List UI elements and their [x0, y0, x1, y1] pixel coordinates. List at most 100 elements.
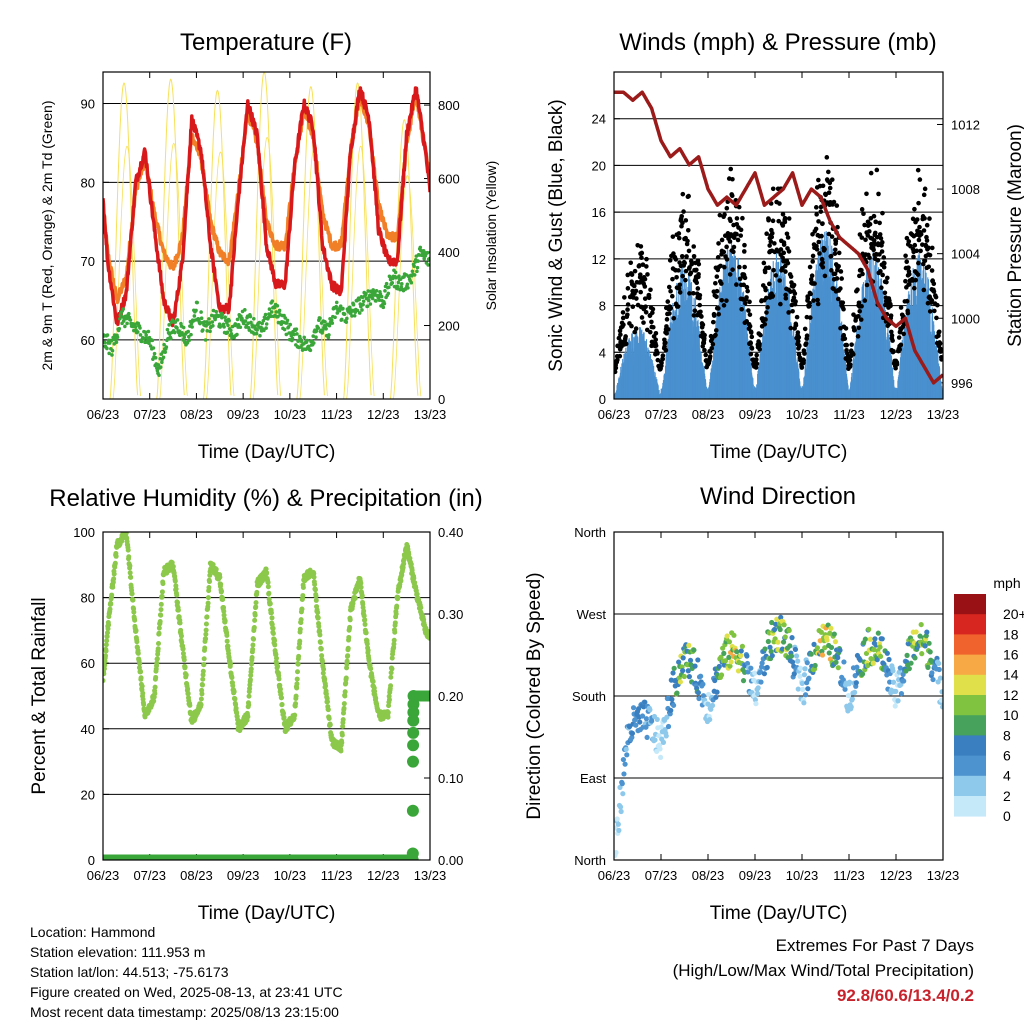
gust-point — [738, 233, 744, 238]
gust-point — [844, 342, 850, 348]
gust-point — [696, 261, 702, 267]
gust-point — [857, 308, 863, 314]
td-point — [152, 351, 157, 356]
rh-point — [254, 589, 260, 595]
rh-point — [154, 656, 160, 662]
gust-point — [834, 276, 840, 281]
gust-point — [762, 321, 768, 327]
gust-point — [823, 192, 828, 198]
gust-point — [897, 347, 903, 352]
gust-point — [815, 301, 821, 307]
gust-point — [917, 224, 922, 230]
td-point — [223, 315, 228, 320]
rh-point — [129, 591, 135, 597]
gust-point — [888, 313, 894, 318]
td-point — [323, 320, 327, 324]
rh-point — [185, 691, 191, 697]
grid-lines — [103, 597, 430, 795]
gust-point — [782, 215, 788, 221]
gust-point — [614, 365, 619, 371]
td-point — [158, 365, 163, 369]
y-tick-label: 20 — [592, 158, 606, 173]
rh-point — [175, 600, 181, 606]
gust-point — [911, 254, 916, 260]
gust-point — [683, 268, 689, 274]
rh-point — [277, 682, 283, 688]
y-tick-label: 90 — [81, 97, 95, 112]
td-point — [388, 274, 392, 279]
rh-point — [318, 639, 324, 645]
rh-point — [373, 695, 379, 701]
gust-point — [730, 176, 735, 182]
gust-point — [804, 314, 810, 320]
td-point — [165, 327, 170, 332]
rh-point — [325, 707, 331, 713]
rh-point — [391, 637, 397, 643]
rh-point — [389, 655, 395, 661]
gust-point — [816, 219, 821, 224]
td-point — [110, 353, 114, 357]
rh-point — [296, 653, 302, 659]
gust-point — [659, 360, 664, 366]
gust-point — [929, 268, 935, 273]
rh-point — [103, 671, 107, 677]
gust-point — [877, 220, 882, 226]
gust-point — [826, 190, 832, 195]
gust-point — [858, 317, 864, 322]
rh-point — [125, 547, 131, 553]
rh-point — [317, 632, 323, 638]
gust-point — [879, 240, 885, 245]
gust-point — [921, 228, 927, 233]
gust-point — [642, 284, 648, 289]
gust-point — [874, 167, 880, 173]
gust-point — [620, 310, 626, 315]
rh-point — [219, 588, 225, 594]
gust-point — [783, 269, 788, 274]
y-right-tick-label: 400 — [438, 245, 460, 260]
td-point — [189, 332, 193, 337]
y-right-tick-label: 1012 — [951, 117, 980, 132]
gust-point — [764, 310, 769, 315]
gust-point — [664, 317, 670, 322]
td-point — [254, 331, 259, 336]
rh-point — [130, 597, 136, 603]
rh-point — [152, 691, 158, 697]
rh-point — [414, 591, 420, 597]
gust-point — [714, 274, 720, 279]
td-point — [161, 355, 166, 360]
y-right-tick-label: 0.20 — [438, 689, 463, 704]
td-point — [272, 305, 277, 310]
rh-point — [322, 676, 328, 682]
gust-point — [711, 313, 717, 318]
gust-point — [888, 303, 893, 309]
gust-point — [778, 247, 784, 252]
gust-point — [615, 357, 620, 363]
rh-point — [343, 680, 349, 686]
plot-area — [103, 532, 430, 860]
rh-point — [313, 593, 319, 599]
td-point — [374, 288, 379, 293]
rh-point — [366, 657, 372, 663]
rh-point — [112, 560, 118, 566]
gust-point — [625, 286, 631, 291]
solar-line — [206, 151, 235, 399]
gust-point — [814, 247, 820, 252]
td-point — [138, 333, 143, 337]
td-point — [190, 325, 194, 329]
gust-point — [910, 216, 916, 222]
gust-point — [632, 268, 638, 274]
gust-point — [849, 342, 854, 347]
td-point — [333, 315, 337, 320]
gust-point — [638, 289, 643, 295]
gust-point — [832, 271, 838, 277]
gust-point — [867, 221, 873, 227]
gust-point — [916, 200, 921, 206]
gust-point — [754, 352, 759, 358]
x-tick-label: 09/23 — [227, 868, 260, 883]
gust-point — [766, 265, 772, 271]
gust-point — [781, 250, 787, 256]
rh-point — [300, 585, 306, 591]
rh-point — [317, 628, 323, 634]
gust-point — [862, 298, 868, 303]
gust-point — [777, 201, 782, 206]
